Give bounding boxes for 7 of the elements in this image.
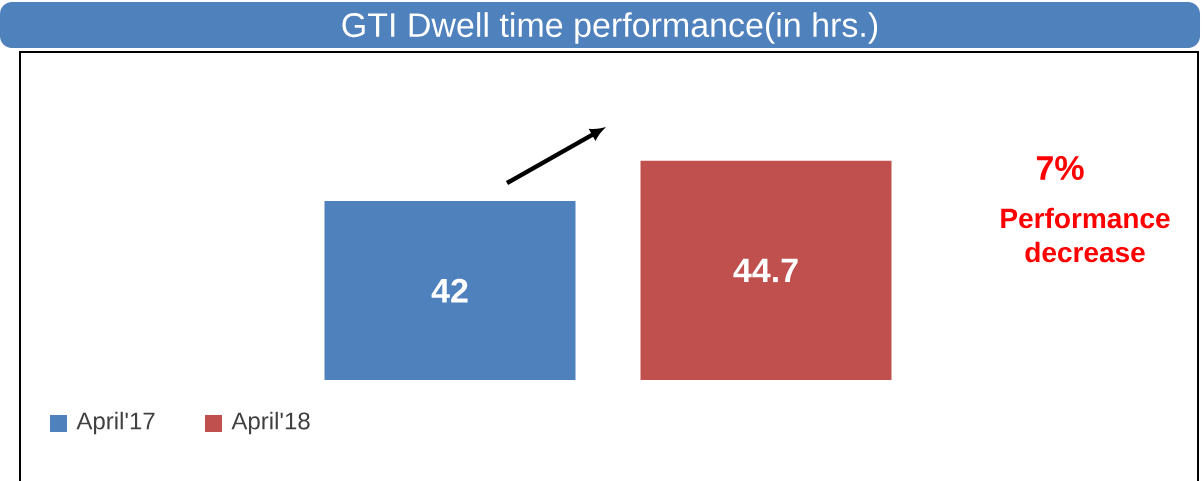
data-label: 42 — [431, 278, 468, 303]
chart-title: GTI Dwell time performance(in hrs.) — [342, 12, 878, 44]
legend-label: April'18 — [231, 411, 310, 435]
annotation: Performance decrease — [1001, 207, 1170, 263]
data-label: 44.7 — [733, 258, 798, 283]
annotation: 7% — [1036, 156, 1084, 180]
legend-label: April'17 — [76, 411, 155, 435]
